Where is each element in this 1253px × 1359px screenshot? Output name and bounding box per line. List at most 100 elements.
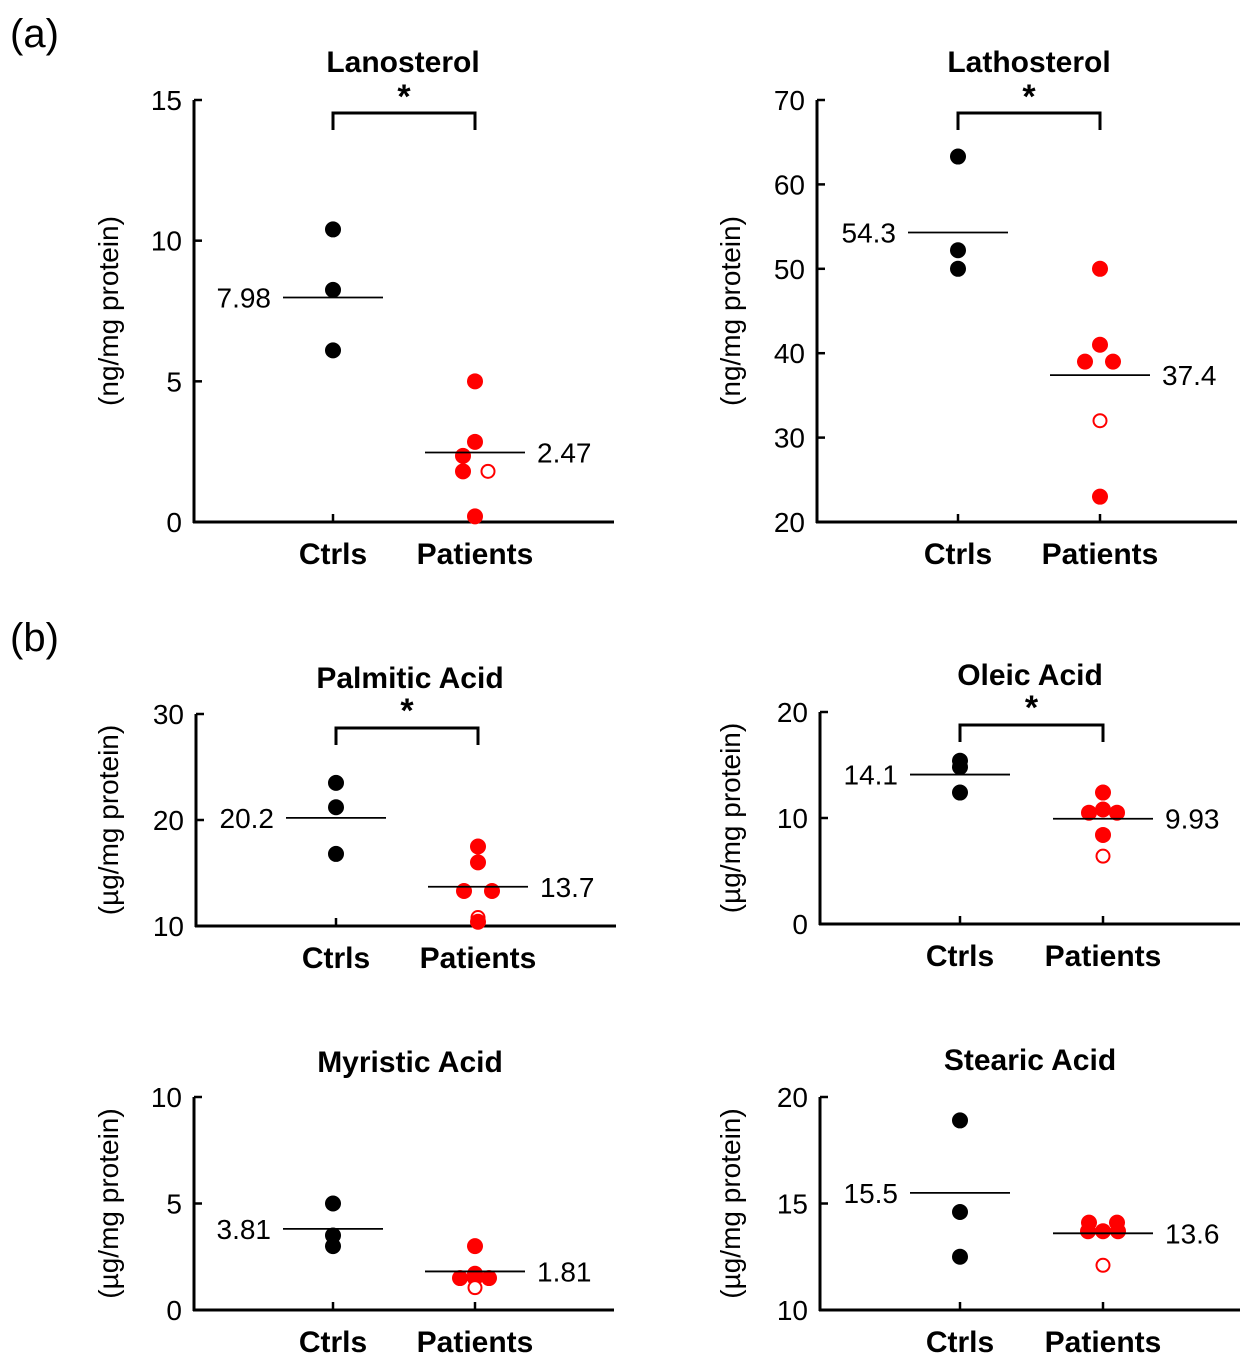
data-point	[325, 221, 341, 238]
data-point	[1109, 804, 1125, 821]
mean-label: 13.6	[1165, 1218, 1220, 1249]
data-point	[452, 1270, 468, 1287]
chart-5: 10 15 20 Ctrls Patients Stearic Acid (µg/mg pr…	[715, 1044, 1240, 1359]
data-point	[328, 845, 344, 862]
data-point	[952, 1248, 968, 1265]
chart-3: 0 10 20 Ctrls Patients Oleic Acid (µg/mg prote…	[715, 659, 1240, 973]
significance-bracket	[334, 726, 480, 745]
data-point	[455, 463, 471, 480]
chart-title: Myristic Acid	[317, 1046, 503, 1079]
x-tick-label: Patients	[417, 1326, 534, 1359]
data-point	[470, 838, 486, 855]
significance-bracket	[958, 723, 1105, 742]
data-point	[467, 433, 483, 450]
y-tick-label: 10	[777, 1295, 808, 1326]
data-point	[455, 447, 471, 464]
mean-label: 13.7	[540, 872, 595, 903]
mean-label: 14.1	[844, 760, 899, 791]
data-point	[328, 799, 344, 816]
x-tick-label: Ctrls	[924, 538, 992, 571]
data-point	[1092, 336, 1108, 353]
mean-label: 1.81	[537, 1256, 592, 1287]
data-point	[325, 281, 341, 298]
y-tick-label: 30	[153, 699, 184, 730]
data-point-hollow	[1095, 848, 1111, 864]
data-point	[1077, 353, 1093, 370]
y-tick-label: 60	[774, 169, 805, 200]
data-point-hollow	[480, 463, 496, 479]
data-point	[1095, 801, 1111, 818]
significance-bracket	[956, 111, 1102, 130]
x-tick-label: Ctrls	[926, 940, 994, 973]
data-point	[325, 1238, 341, 1255]
data-point	[1092, 260, 1108, 277]
data-point	[484, 883, 500, 900]
y-tick-label: 15	[151, 85, 182, 116]
data-point	[1110, 1223, 1126, 1240]
data-point	[328, 774, 344, 791]
data-point	[950, 242, 966, 259]
data-point	[1095, 784, 1111, 801]
data-point	[950, 260, 966, 277]
data-point	[1095, 826, 1111, 843]
chart-title: Lathosterol	[947, 46, 1110, 79]
mean-label: 20.2	[220, 803, 275, 834]
data-point	[325, 342, 341, 359]
y-tick-label: 20	[153, 805, 184, 836]
significance-star: *	[400, 692, 414, 730]
mean-label: 54.3	[842, 218, 897, 249]
data-point	[952, 784, 968, 801]
y-tick-label: 5	[166, 366, 182, 397]
x-tick-label: Patients	[417, 538, 534, 571]
y-axis-label: (µg/mg protein)	[93, 1108, 124, 1298]
chart-1: 20 30 40 50 60 70 Ctrls Patients Lathosterol (ng/…	[715, 46, 1237, 571]
chart-title: Stearic Acid	[944, 1044, 1116, 1077]
y-axis-label: (µg/mg protein)	[715, 723, 746, 913]
mean-label: 3.81	[217, 1214, 272, 1245]
chart-4: 0 5 10 Ctrls Patients Myristic Acid (µg/mg pro…	[93, 1046, 614, 1359]
y-tick-label: 30	[774, 423, 805, 454]
chart-title: Lanosterol	[326, 46, 479, 79]
y-tick-label: 15	[777, 1189, 808, 1220]
x-tick-label: Ctrls	[299, 538, 367, 571]
mean-label: 15.5	[844, 1178, 899, 1209]
data-point	[1092, 488, 1108, 505]
y-tick-label: 70	[774, 85, 805, 116]
mean-label: 7.98	[217, 282, 272, 313]
data-point	[1081, 804, 1097, 821]
y-tick-label: 10	[151, 1082, 182, 1113]
mean-label: 37.4	[1162, 360, 1217, 391]
data-point	[456, 883, 472, 900]
chart-title: Palmitic Acid	[316, 662, 503, 695]
chart-title: Oleic Acid	[957, 659, 1103, 692]
y-tick-label: 5	[166, 1189, 182, 1220]
y-tick-label: 0	[166, 507, 182, 538]
data-point	[1105, 353, 1121, 370]
data-point	[1080, 1223, 1096, 1240]
data-point	[470, 913, 486, 930]
data-point	[470, 854, 486, 871]
y-tick-label: 10	[153, 911, 184, 942]
data-point	[481, 1270, 497, 1287]
y-axis-label: (ng/mg protein)	[715, 216, 746, 406]
x-tick-label: Ctrls	[302, 942, 370, 975]
chart-2: 10 20 30 Ctrls Patients Palmitic Acid (µg/mg p…	[93, 662, 616, 975]
y-tick-label: 0	[792, 909, 808, 940]
x-tick-label: Ctrls	[926, 1326, 994, 1359]
significance-star: *	[1025, 689, 1039, 727]
y-axis-label: (µg/mg protein)	[715, 1108, 746, 1298]
y-tick-label: 10	[151, 226, 182, 257]
data-point	[467, 1238, 483, 1255]
panel-label-b: (b)	[10, 616, 59, 660]
y-axis-label: (ng/mg protein)	[93, 216, 124, 406]
significance-star: *	[1022, 78, 1036, 116]
data-point	[950, 148, 966, 165]
y-tick-label: 20	[777, 1082, 808, 1113]
data-point	[325, 1195, 341, 1212]
y-tick-label: 50	[774, 254, 805, 285]
x-tick-label: Patients	[1042, 538, 1159, 571]
x-tick-label: Patients	[420, 942, 537, 975]
y-axis-label: (µg/mg protein)	[93, 725, 124, 915]
mean-label: 9.93	[1165, 804, 1220, 835]
